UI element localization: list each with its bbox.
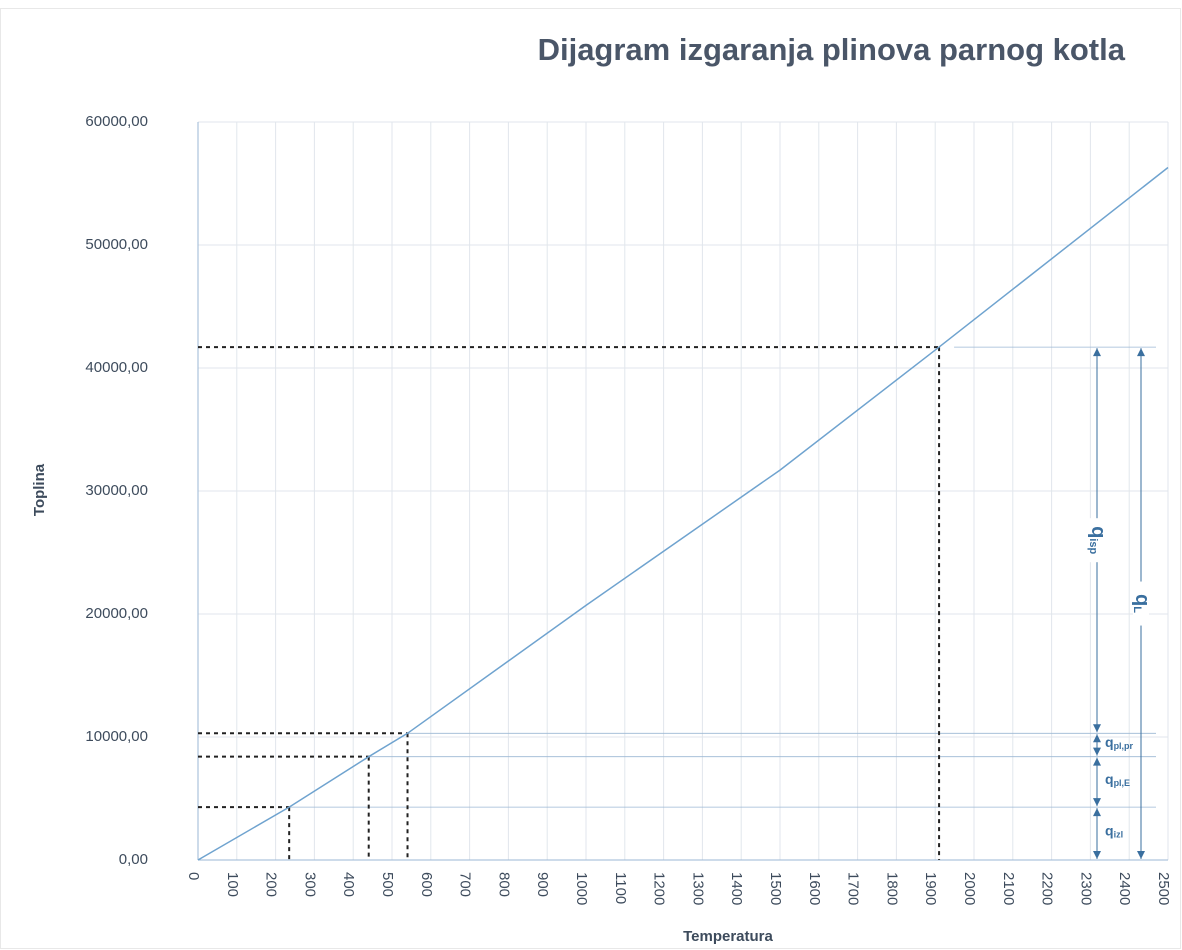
arrow-head (1093, 348, 1101, 357)
x-tick-label: 800 (495, 872, 512, 897)
annotation-main: q (1087, 526, 1109, 538)
annotation-main: q (1105, 734, 1114, 750)
x-tick-label: 1300 (689, 872, 706, 905)
x-tick-label: 1900 (922, 872, 939, 905)
annotation-main: q (1131, 594, 1153, 606)
x-tick-label: 1200 (651, 872, 668, 905)
x-tick-label: 2300 (1077, 872, 1094, 905)
x-tick-label: 1400 (728, 872, 745, 905)
x-tick-label: 600 (418, 872, 435, 897)
label-bg (1133, 581, 1149, 626)
x-tick-label: 1100 (612, 872, 629, 904)
annotation-sub: isp (1087, 538, 1099, 554)
arrow-head (1093, 798, 1101, 807)
annotation-sub: L (1131, 606, 1143, 613)
annotation-main: q (1105, 771, 1114, 787)
x-tick-label: 2000 (961, 872, 978, 905)
x-tick-label: 2500 (1155, 872, 1172, 905)
x-tick-label: 0 (185, 872, 202, 880)
annotation: qizl (1105, 822, 1123, 840)
y-axis-title: Toplina (31, 463, 48, 516)
x-tick-label: 2400 (1116, 872, 1133, 905)
annotation: qpl,E (1105, 771, 1130, 789)
x-tick-label: 2200 (1039, 872, 1056, 905)
y-tick-label: 60000,00 (85, 113, 148, 130)
annotation-sub: pl,pr (1114, 741, 1134, 751)
y-tick-label: 20000,00 (85, 605, 148, 622)
y-tick-label: 30000,00 (85, 482, 148, 499)
arrow-head (1137, 348, 1145, 357)
annotation-sub: izl (1114, 830, 1124, 840)
x-tick-label: 1700 (845, 872, 862, 905)
x-tick-label: 1000 (573, 872, 590, 905)
arrow-head (1137, 851, 1145, 859)
arrow-head (1093, 747, 1101, 756)
x-tick-label: 1800 (883, 872, 900, 905)
x-tick-label: 900 (534, 872, 551, 897)
x-tick-label: 100 (224, 872, 241, 897)
x-tick-label: 1500 (767, 872, 784, 905)
annotation-main: q (1105, 822, 1114, 838)
y-tick-label: 50000,00 (85, 236, 148, 253)
x-tick-label: 1600 (806, 872, 823, 905)
x-axis-title: Temperatura (683, 928, 773, 945)
arrow-head (1093, 851, 1101, 859)
arrow-head (1093, 734, 1101, 743)
line (197, 166, 1169, 861)
arrow-head (1093, 724, 1101, 733)
arrow-head (1093, 808, 1101, 817)
y-tick-label: 10000,00 (85, 728, 148, 745)
annotation: qisp (1087, 526, 1109, 554)
annotation: qL (1131, 594, 1153, 613)
annotation-sub: pl,E (1114, 778, 1131, 788)
x-tick-label: 500 (379, 872, 396, 897)
x-tick-label: 700 (457, 872, 474, 897)
x-tick-label: 300 (301, 872, 318, 897)
frame (0, 8, 1181, 949)
annotation: qpl,pr (1105, 734, 1134, 752)
y-tick-label: 0,00 (119, 851, 148, 868)
arrow-head (1093, 757, 1101, 766)
x-tick-label: 2100 (1000, 872, 1017, 905)
label-bg (1089, 518, 1105, 563)
x-tick-label: 400 (340, 872, 357, 897)
y-tick-label: 40000,00 (85, 359, 148, 376)
x-tick-label: 200 (263, 872, 280, 897)
chart-title: Dijagram izgaranja plinova parnog kotla (538, 32, 1126, 67)
